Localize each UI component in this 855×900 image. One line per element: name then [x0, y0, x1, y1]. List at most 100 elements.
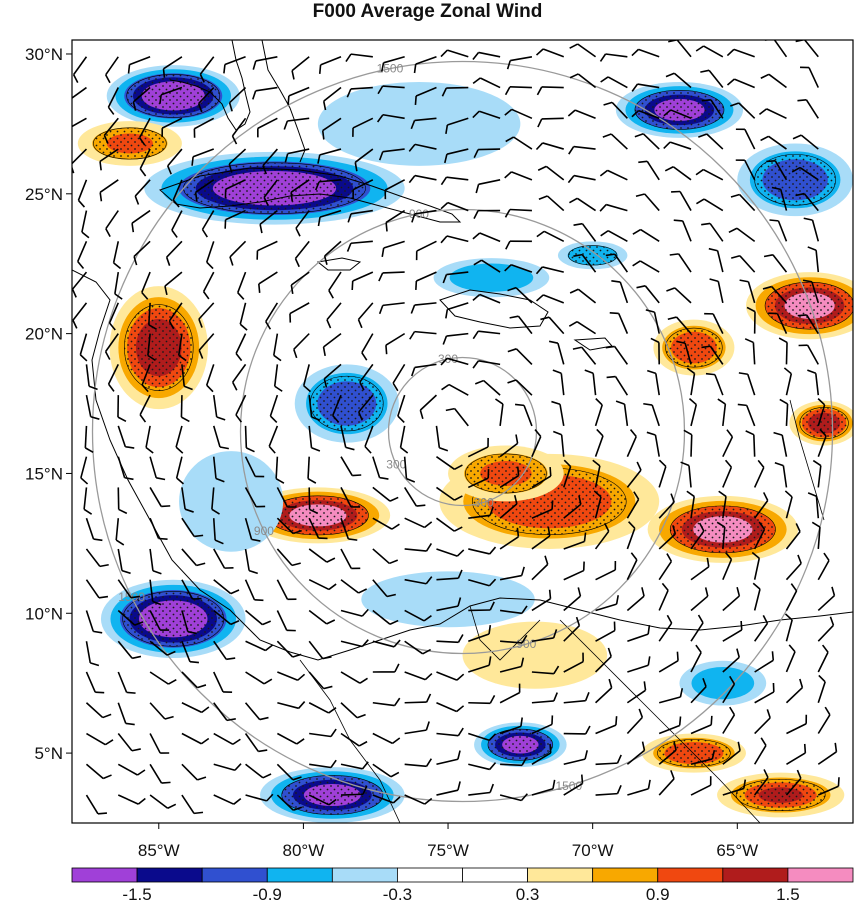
- wind-barb: [409, 330, 437, 340]
- wind-barb: [812, 459, 822, 488]
- wind-barb: [785, 644, 796, 673]
- wind-barb: [744, 338, 756, 365]
- wind-barb: [569, 288, 597, 304]
- wind-barb: [205, 364, 215, 393]
- wind-barb: [72, 117, 87, 128]
- wind-barb: [149, 794, 177, 809]
- wind-barb: [704, 312, 724, 334]
- wind-barb: [567, 174, 596, 184]
- wind-barb: [602, 133, 628, 150]
- wind-barb: [112, 241, 122, 270]
- wind-barb: [763, 254, 788, 273]
- wind-barb: [811, 521, 821, 550]
- significance-stipple: [634, 90, 724, 130]
- wind-barb: [535, 48, 565, 58]
- wind-barb: [695, 168, 724, 181]
- wind-barb: [404, 609, 432, 622]
- wind-barb: [245, 640, 274, 652]
- wind-barb: [817, 428, 827, 457]
- wind-barb: [276, 732, 305, 745]
- wind-barb: [626, 552, 638, 581]
- wind-barb: [658, 525, 677, 550]
- wind-barb: [573, 253, 597, 273]
- wind-barb: [669, 253, 692, 273]
- wind-barb: [663, 109, 692, 120]
- wind-barb: [658, 493, 675, 519]
- wind-barb: [149, 610, 170, 631]
- wind-barb: [499, 717, 523, 735]
- wind-barb: [595, 595, 619, 612]
- significance-stipple: [183, 162, 366, 214]
- wind-barb: [722, 779, 747, 796]
- wind-barb: [531, 555, 549, 581]
- colorbar-label: 0.3: [516, 885, 540, 900]
- wind-barb: [507, 286, 533, 304]
- lon-tick-label: 65°W: [716, 841, 758, 860]
- wind-barb: [658, 770, 675, 796]
- wind-barb: [643, 402, 660, 427]
- wind-barb: [244, 517, 261, 542]
- wind-barb: [354, 148, 374, 172]
- wind-barb: [372, 732, 401, 745]
- wind-barb: [690, 776, 712, 796]
- wind-barb: [322, 86, 342, 111]
- wind-barb: [594, 398, 603, 427]
- significance-stipple: [665, 328, 723, 368]
- colorbar-swatch: [397, 867, 463, 883]
- wind-barb: [696, 198, 724, 212]
- wind-barb: [287, 86, 310, 105]
- significance-contour: [657, 739, 731, 768]
- wind-barb: [436, 597, 462, 612]
- wind-barb: [595, 560, 617, 581]
- wind-barb: [658, 582, 669, 611]
- wind-barb: [228, 86, 247, 112]
- wind-barb: [245, 793, 274, 802]
- wind-barb: [314, 179, 342, 191]
- wind-barb: [149, 671, 177, 685]
- colorbar-swatch: [136, 867, 203, 883]
- wind-barb: [509, 315, 533, 335]
- wind-barb: [272, 333, 282, 362]
- wind-barb: [634, 133, 660, 150]
- wind-barb: [440, 176, 469, 186]
- wind-barb: [626, 521, 636, 550]
- wind-barb: [688, 398, 698, 427]
- lon-tick-label: 85°W: [138, 841, 180, 860]
- wind-barb: [346, 240, 373, 252]
- wind-barb: [472, 330, 501, 340]
- wind-barb: [318, 56, 342, 74]
- wind-barb: [626, 681, 647, 704]
- wind-barb: [709, 278, 724, 304]
- wind-barb: [245, 671, 273, 685]
- wind-barb: [442, 332, 469, 345]
- wind-barb: [114, 271, 123, 300]
- wind-barb: [198, 333, 215, 359]
- wind-barb: [626, 491, 640, 519]
- wind-barb: [499, 527, 520, 550]
- wind-barb: [690, 614, 704, 642]
- wind-barb: [181, 610, 197, 635]
- wind-barb: [708, 247, 724, 273]
- wind-barb: [472, 360, 501, 369]
- wind-barb: [632, 260, 660, 273]
- wind-barb: [293, 333, 310, 359]
- wind-barb: [404, 640, 432, 655]
- wind-barb: [85, 517, 103, 542]
- wind-barb: [141, 364, 151, 393]
- wind-barb: [650, 337, 660, 365]
- colorbar-swatch: [71, 867, 138, 883]
- wind-barb: [284, 148, 310, 163]
- significance-contour: [124, 304, 194, 391]
- wind-barb: [372, 456, 389, 480]
- wind-barb: [531, 665, 560, 675]
- wind-barb: [568, 320, 596, 335]
- wind-barb: [147, 333, 156, 362]
- wind-barb: [758, 108, 787, 120]
- wind-barb: [181, 364, 193, 391]
- wind-barb: [785, 554, 802, 581]
- wind-barb: [535, 266, 564, 275]
- colorbar-swatch: [201, 867, 268, 883]
- wind-barb: [148, 302, 157, 331]
- wind-barb: [786, 743, 807, 765]
- wind-barb: [213, 671, 233, 693]
